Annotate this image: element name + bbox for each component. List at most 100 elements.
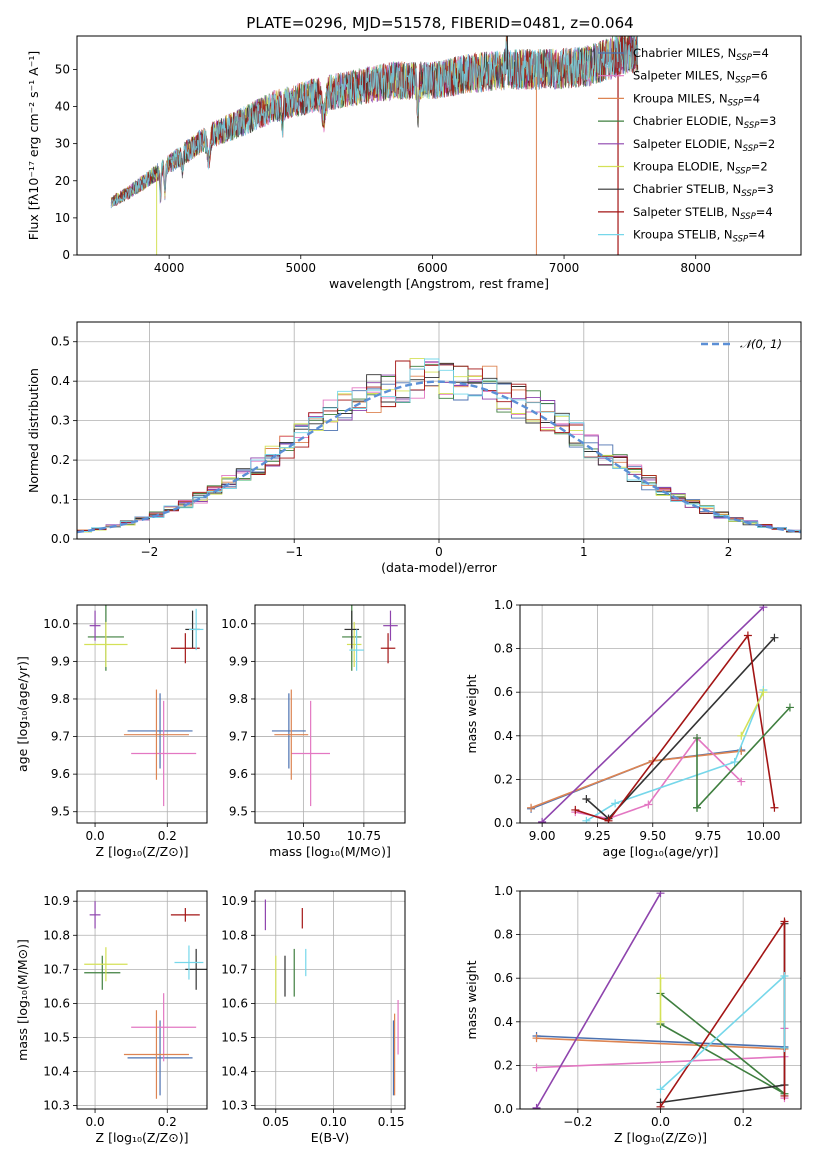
spectrum-legend: Chabrier MILES, NSSP=4 Salpeter MILES, NS… [598, 46, 776, 245]
x-tick-label: −1 [285, 545, 303, 559]
y-tick-label: 9.7 [51, 730, 70, 744]
weight-marker-salpeter_stelib [604, 816, 613, 823]
spectrum-line-salpeter_elodie [110, 36, 639, 207]
y-tick-label: 0.1 [51, 493, 70, 507]
x-tick-label: 5000 [286, 261, 317, 275]
chart-title: PLATE=0296, MJD=51578, FIBERID=0481, z=0… [246, 14, 633, 32]
y-tick-label: 0.2 [51, 453, 70, 467]
weight-marker-chabrier_stelib [770, 633, 779, 642]
weight-marker-salpeter_elodie [538, 817, 547, 823]
errorbar-kroupa_miles [123, 1010, 189, 1099]
spectrum-line-kroupa_stelib [110, 36, 639, 207]
y-tick-label: 0.0 [494, 816, 513, 830]
weight-line-kroupa_miles [536, 1037, 785, 1050]
x-tick-label: 0.0 [86, 1115, 105, 1129]
x-tick-label: 0 [435, 545, 443, 559]
mass_vs_Z-x-axis-label: Z [log₁₀(Z/Z⊙)] [96, 1130, 189, 1145]
weight_vs_Z-x-axis-label: Z [log₁₀(Z/Z⊙)] [614, 1130, 707, 1145]
weight-line-kroupa_stelib [585, 689, 765, 822]
mass_vs_Z-frame [76, 890, 208, 1110]
mass_vs_ebv-plot-area [264, 899, 399, 1096]
errorbar-kroupa_miles [274, 689, 309, 780]
weight-marker-kroupa_miles [532, 1034, 541, 1043]
x-tick-label: 9.75 [695, 829, 722, 843]
spectrum-plot-area [110, 36, 639, 255]
age_vs_mass-frame [254, 604, 406, 824]
weight-marker-chabrier_elodie [693, 733, 702, 742]
age_vs_mass-x-axis-label: mass [log₁₀(M/M⊙)] [269, 844, 391, 859]
legend-entry-kroupa_stelib: Kroupa STELIB, NSSP=4 [633, 228, 765, 245]
weight-marker-kroupa_elodie [737, 731, 746, 740]
y-tick-label: 9.9 [51, 654, 70, 668]
age_vs_mass-panel: 10.50 10.75 9.5 9.6 9.7 9.8 9.9 10.0 mass [log₁₀… [221, 604, 406, 859]
y-tick-label: 9.5 [51, 805, 70, 819]
y-tick-label: 10.0 [43, 617, 70, 631]
y-tick-label: 10.7 [43, 962, 70, 976]
weight-marker-kroupa_stelib [780, 972, 789, 981]
y-tick-label: 1.0 [494, 598, 513, 612]
errorbar-kroupa_stelib [349, 629, 364, 671]
y-tick-label: 9.5 [229, 805, 248, 819]
y-tick-label: 10.7 [221, 962, 248, 976]
weight-marker-kroupa_stelib [656, 1085, 665, 1094]
histogram-kroupa_elodie [77, 358, 801, 533]
y-tick-label: 0.4 [494, 1015, 513, 1029]
weight_vs_age-panel: 9.00 9.25 9.50 9.75 10.00 0.0 0.2 0.4 0.6 0.8 1.0 a… [464, 598, 802, 859]
weight-marker-salpeter_miles [532, 1063, 541, 1072]
x-tick-label: 0.0 [651, 1115, 670, 1129]
y-tick-label: 0.8 [494, 928, 513, 942]
mass_vs_Z-panel: 0.0 0.2 10.3 10.4 10.5 10.6 10.7 10.8 10.9 Z [log… [15, 890, 208, 1145]
y-tick-label: 9.6 [51, 767, 70, 781]
spectrum-panel: 4000 5000 6000 7000 8000 0 10 20 30 40 50 wavelengt… [26, 35, 802, 291]
x-tick-label: 0.0 [86, 829, 105, 843]
x-tick-label: 10.75 [347, 829, 381, 843]
y-tick-label: 10.5 [43, 1030, 70, 1044]
y-tick-label: 0.2 [494, 1058, 513, 1072]
x-tick-label: 10.50 [286, 829, 320, 843]
x-tick-label: 0.2 [158, 829, 177, 843]
weight-marker-salpeter_stelib [780, 917, 789, 926]
spectrum-y-axis-label: Flux [fλ10⁻¹⁷ erg cm⁻² s⁻¹ A⁻¹] [26, 51, 41, 240]
y-tick-label: 0.0 [51, 532, 70, 546]
weight_vs_Z-y-axis-label: mass weight [464, 960, 479, 1039]
errorbar-salpeter_miles [131, 700, 197, 807]
weight-marker-kroupa_stelib [582, 816, 591, 823]
residuals-y-axis-label: Normed distribution [26, 368, 41, 493]
weight_vs_age-plot-area [527, 605, 794, 823]
weight-line-salpeter_elodie [535, 892, 662, 1109]
weight-marker-kroupa_stelib [730, 757, 739, 766]
weight_vs_Z-frame [519, 890, 802, 1110]
x-tick-label: 7000 [549, 261, 580, 275]
weight-marker-salpeter_elodie [759, 605, 768, 612]
legend-entry-normal: 𝒩(0, 1) [740, 337, 782, 351]
age_vs_Z-plot-area [84, 605, 204, 807]
errorbar-salpeter_miles [291, 700, 330, 807]
residuals-panel: −2 −1 0 1 2 0.0 0.1 0.2 0.3 0.4 0.5 (data-model)/er… [26, 321, 802, 575]
age_vs_Z-x-axis-label: Z [log₁₀(Z/Z⊙)] [96, 844, 189, 859]
mass_vs_Z-plot-area [84, 901, 207, 1099]
weight_vs_Z-plot-area [532, 891, 789, 1109]
y-tick-label: 9.6 [229, 767, 248, 781]
weight-marker-kroupa_miles [527, 803, 536, 812]
weight-line-chabrier_elodie [696, 706, 791, 809]
x-tick-label: 1 [580, 545, 588, 559]
x-tick-label: 6000 [417, 261, 448, 275]
y-tick-label: 10.0 [221, 617, 248, 631]
errorbar-kroupa_miles [123, 689, 189, 780]
weight-marker-salpeter_stelib [743, 631, 752, 640]
errorbar-kroupa_elodie [84, 621, 128, 668]
weight-marker-salpeter_elodie [656, 891, 665, 898]
weight-line-chabrier_stelib [585, 637, 775, 820]
errorbar-salpeter_stelib [380, 633, 396, 664]
weight-marker-kroupa_stelib [780, 1043, 789, 1052]
spectrum-line-kroupa_elodie [110, 36, 639, 207]
y-tick-label: 10.5 [221, 1030, 248, 1044]
errorbar-chabrier_elodie [84, 955, 121, 990]
x-tick-label: 4000 [154, 261, 185, 275]
y-tick-label: 0.8 [494, 642, 513, 656]
weight-marker-salpeter_stelib [656, 1102, 665, 1109]
x-tick-label: 9.00 [529, 829, 556, 843]
weight-marker-chabrier_elodie [785, 703, 794, 712]
y-tick-label: 10.4 [221, 1065, 248, 1079]
